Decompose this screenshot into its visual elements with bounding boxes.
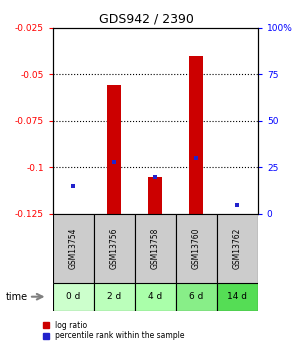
Bar (230, 214, 245, 218)
Legend: log ratio, percentile rank within the sample: log ratio, percentile rank within the sa… (42, 320, 185, 341)
Text: 14 d: 14 d (227, 292, 247, 301)
Text: GSM13762: GSM13762 (233, 228, 242, 269)
Text: 4 d: 4 d (148, 292, 162, 301)
Text: GSM13760: GSM13760 (192, 228, 201, 269)
Bar (135, 214, 176, 283)
Point (235, 202, 240, 207)
Point (194, 155, 199, 161)
Point (71, 183, 76, 189)
Text: GSM13758: GSM13758 (151, 228, 160, 269)
Text: GDS942 / 2390: GDS942 / 2390 (99, 12, 194, 25)
Bar (148, 177, 163, 214)
Bar (94, 214, 135, 283)
Bar (66, 214, 80, 218)
Bar (176, 283, 217, 310)
Bar (53, 283, 94, 310)
Point (112, 159, 117, 165)
Text: 0 d: 0 d (66, 292, 81, 301)
Text: GSM13754: GSM13754 (69, 228, 78, 269)
Bar (107, 85, 121, 214)
Bar (53, 214, 94, 283)
Bar (176, 214, 217, 283)
Text: time: time (6, 292, 28, 302)
Bar (135, 283, 176, 310)
Bar (217, 214, 258, 283)
Bar (217, 283, 258, 310)
Text: GSM13756: GSM13756 (110, 228, 119, 269)
Bar (94, 283, 135, 310)
Text: 6 d: 6 d (189, 292, 204, 301)
Text: 2 d: 2 d (107, 292, 121, 301)
Bar (189, 56, 204, 214)
Point (153, 174, 158, 179)
